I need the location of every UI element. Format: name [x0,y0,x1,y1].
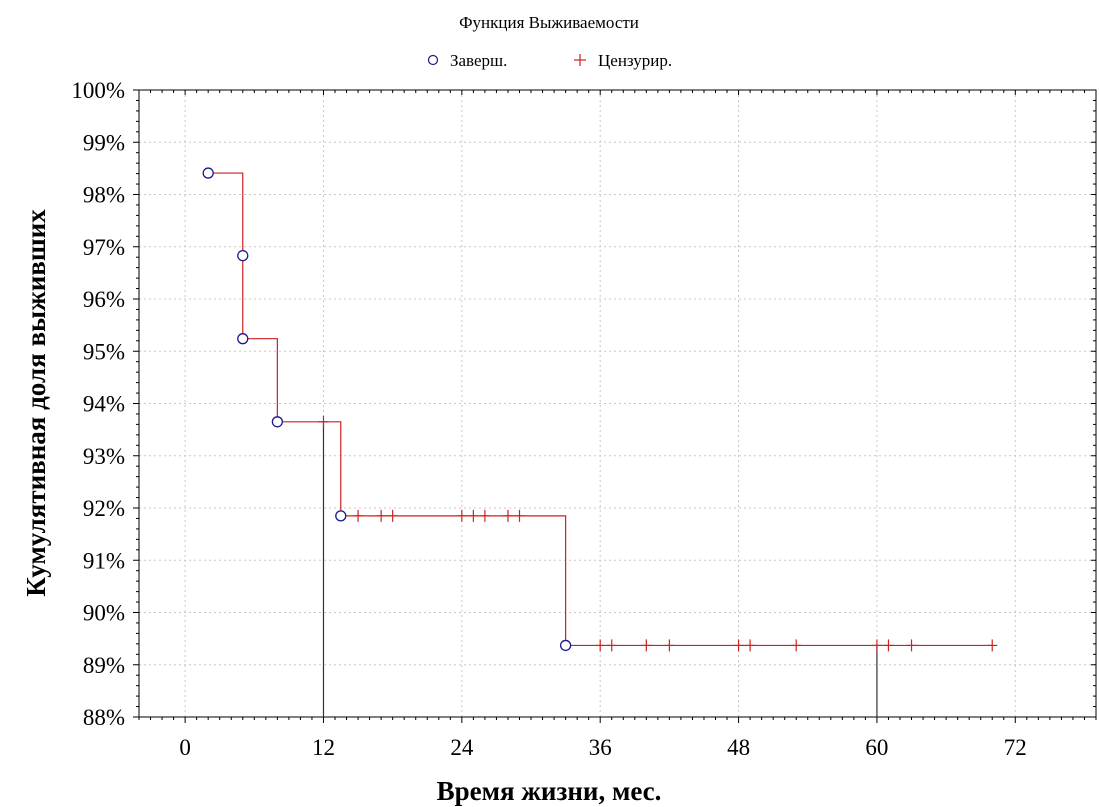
complete-marker [237,249,249,262]
censored-marker [376,509,387,522]
censored-marker [791,639,802,652]
y-axis-label: Кумулятивная доля выживших [21,209,51,597]
survival-curve [208,172,993,647]
y-tick-label: 97% [83,235,125,260]
censored-marker [871,639,882,652]
y-axis-tick-labels: 88% 89% 90% 91% 92% 93% 94% 95% 96% 97% 98% 99% 100% [71,78,125,730]
x-axis-label: Время жизни, мес. [437,776,662,806]
censored-marker [387,509,398,522]
censored-marker [606,639,617,652]
complete-marker [271,416,284,428]
y-tick-label: 89% [83,653,125,678]
x-tick-label: 0 [179,735,191,760]
censored-marker [468,509,479,522]
plot-frame [138,89,1097,718]
legend-complete-label: Заверш. [450,51,507,70]
complete-marker [237,333,249,345]
x-tick-label: 36 [589,735,612,760]
censored-marker [318,415,329,428]
legend: Заверш. Цензурир. [427,51,672,70]
x-axis-tick-labels: 0 12 24 36 48 60 72 [179,735,1026,760]
censored-marker [664,639,675,652]
legend-censored-label: Цензурир. [598,51,672,70]
x-tick-label: 60 [865,735,888,760]
y-tick-label: 92% [83,496,125,521]
censored-marker [595,639,606,652]
y-tick-label: 90% [83,601,125,626]
censored-marker [883,639,894,652]
censored-markers [318,415,998,652]
complete-markers [202,167,572,652]
complete-marker [335,510,347,522]
y-tick-label: 98% [83,183,125,208]
y-tick-label: 96% [83,287,125,312]
grid [139,89,1096,718]
y-tick-label: 91% [83,548,125,573]
legend-complete-marker [427,54,439,66]
reference-lines [322,421,878,717]
complete-marker [559,639,572,652]
y-tick-label: 93% [83,444,125,469]
legend-censored-marker [574,54,586,66]
y-tick-label: 88% [83,705,125,730]
y-tick-label: 95% [83,339,125,364]
censored-marker [514,509,525,522]
y-tick-label: 99% [83,130,125,155]
censored-marker [641,639,652,652]
survival-step-line [208,172,993,647]
axis-ticks [133,89,1097,723]
censored-marker [733,639,744,652]
censored-marker [502,509,513,522]
y-tick-label: 100% [71,78,125,103]
x-tick-label: 12 [312,735,335,760]
complete-marker [202,167,214,179]
censored-marker [456,509,467,522]
y-tick-label: 94% [83,392,125,417]
x-tick-label: 24 [450,735,474,760]
chart-title: Функция Выживаемости [459,13,639,32]
x-tick-label: 48 [727,735,750,760]
censored-marker [745,639,756,652]
x-tick-label: 72 [1004,735,1027,760]
censored-marker [479,509,490,522]
censored-marker [987,639,998,652]
censored-marker [353,509,364,522]
censored-marker [906,639,917,652]
